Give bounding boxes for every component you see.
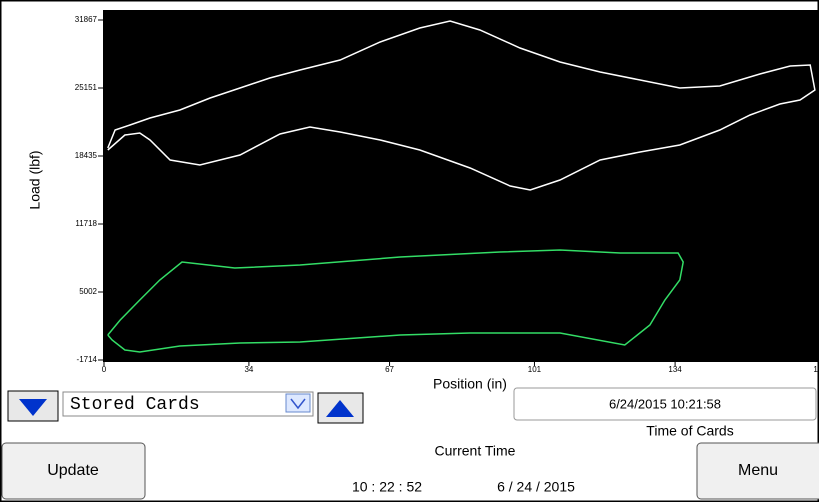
x-tick-label: 34: [244, 365, 253, 374]
y-tick-label: 5002: [79, 287, 97, 296]
y-tick-label: 25151: [75, 83, 98, 92]
x-tick-label: 67: [385, 365, 394, 374]
update-button[interactable]: [1, 442, 146, 500]
series-line: [107, 249, 684, 353]
update-button-label: Update: [47, 462, 99, 479]
current-time-label: Current Time: [435, 443, 516, 459]
dropdown-chevron: [290, 398, 306, 410]
current-clock: 10 : 22 : 52: [352, 479, 422, 495]
plot-background: [103, 10, 819, 362]
dropdown-group[interactable]: Stored Cards: [7, 390, 364, 424]
x-tick-label: 101: [528, 365, 542, 374]
x-tick-label: 0: [102, 365, 107, 374]
y-tick-label: -1714: [77, 355, 98, 364]
dropdown-toggle[interactable]: [285, 393, 311, 413]
y-tick-label: 31867: [75, 15, 98, 24]
current-date: 6 / 24 / 2015: [497, 479, 575, 495]
menu-button[interactable]: [696, 442, 819, 500]
x-tick-label: 168: [813, 365, 819, 374]
dropdown[interactable]: [62, 391, 314, 417]
x-tick-label: 134: [668, 365, 682, 374]
down-arrow: [19, 399, 47, 416]
up-arrow: [326, 400, 354, 417]
dropdown-text: Stored Cards: [70, 395, 200, 415]
y-axis-label: Load (lbf): [27, 150, 43, 209]
cards-time-label: Time of Cards: [646, 423, 733, 439]
menu-button-label: Menu: [738, 462, 778, 479]
series-line: [107, 20, 816, 191]
cards-time: 6/24/2015 10:21:58: [609, 396, 721, 411]
cards-time-box: [513, 387, 817, 421]
x-axis-label: Position (in): [433, 376, 507, 392]
y-tick-label: 11718: [75, 219, 97, 228]
y-tick-label: 18435: [75, 151, 98, 160]
